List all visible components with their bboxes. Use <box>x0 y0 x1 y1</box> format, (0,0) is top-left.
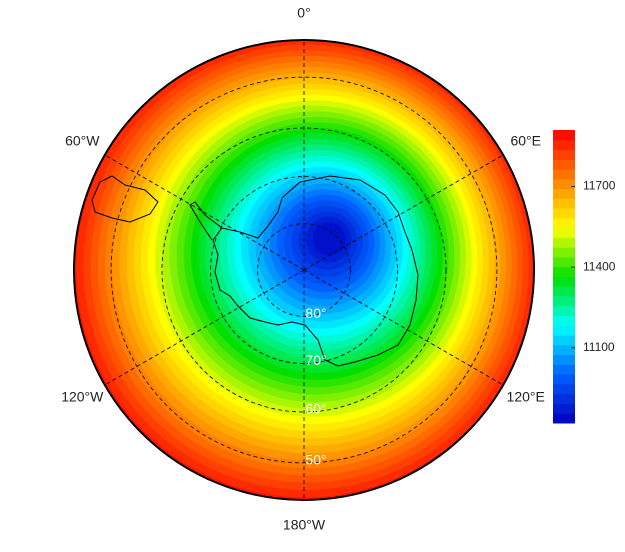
longitude-label: 120°W <box>61 389 104 405</box>
colorbar-segment <box>553 130 575 141</box>
colorbar-tick-label: 11100 <box>583 340 615 354</box>
colorbar-segment <box>553 217 575 229</box>
latitude-label: 50° <box>305 452 326 468</box>
colorbar-segment <box>553 393 575 404</box>
colorbar-segment <box>553 344 575 356</box>
latitude-label: 60° <box>305 401 326 417</box>
longitude-label: 0° <box>297 5 310 21</box>
colorbar-segment <box>553 237 575 248</box>
colorbar-segment <box>553 188 575 199</box>
coastlines <box>91 175 419 367</box>
colorbar-segment <box>553 169 575 180</box>
contour-band <box>312 222 346 256</box>
colorbar-segment <box>553 325 575 336</box>
colorbar: 11100 11400 11700 <box>553 130 616 424</box>
colorbar-segment <box>553 413 575 424</box>
peninsula-coast <box>189 201 223 241</box>
longitude-label: 180°W <box>283 517 326 533</box>
meridian <box>104 269 305 386</box>
colorbar-segment <box>553 139 575 151</box>
colorbar-tick-label: 11400 <box>583 259 616 273</box>
map-border <box>73 39 535 501</box>
longitude-label: 120°E <box>507 389 545 405</box>
graticule: 80° 70° 60° 50° 0° 60°E 120°E 180°W 120°W 60°W <box>61 5 545 533</box>
colorbar-segment <box>553 149 575 160</box>
colorbar-segment <box>553 354 575 365</box>
colorbar-segment <box>553 286 575 297</box>
antarctica-coast <box>212 175 419 367</box>
colorbar-segment <box>553 227 575 238</box>
colorbar-tick-label: 11700 <box>583 179 616 193</box>
colorbar-segment <box>553 247 575 258</box>
latitude-label: 80° <box>305 305 326 321</box>
latitude-label: 70° <box>305 352 326 368</box>
colorbar-segment <box>553 315 575 326</box>
longitude-label: 60°E <box>510 133 541 149</box>
longitude-label: 60°W <box>65 133 100 149</box>
colorbar-segment <box>553 276 575 287</box>
colorbar-segment <box>553 403 575 414</box>
colorbar-segment <box>553 256 575 268</box>
meridian <box>303 154 504 271</box>
colorbar-segment <box>553 335 575 346</box>
field <box>74 40 534 500</box>
colorbar-segment <box>553 266 575 277</box>
colorbar-segment <box>553 374 575 385</box>
colorbar-segment <box>553 305 575 317</box>
meridian <box>303 269 504 386</box>
colorbar-segment <box>553 208 575 219</box>
meridian <box>104 154 305 271</box>
south-america-coast <box>91 175 159 223</box>
latitude-circle <box>210 176 398 364</box>
colorbar-segment <box>553 159 575 170</box>
colorbar-segment <box>553 296 575 307</box>
colorbar-segment <box>553 198 575 209</box>
colorbar-segment <box>553 178 575 190</box>
latitude-circle <box>257 223 351 317</box>
colorbar-segment <box>553 383 575 395</box>
colorbar-segment <box>553 364 575 375</box>
